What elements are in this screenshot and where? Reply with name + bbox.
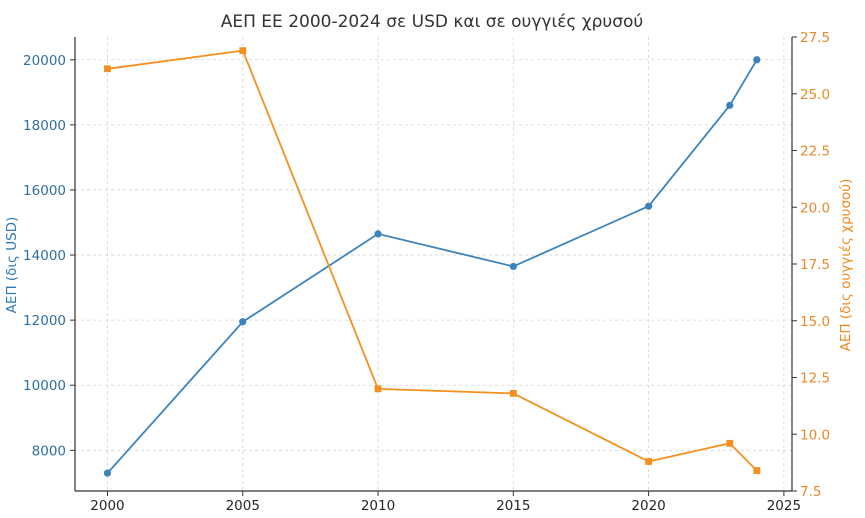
x-tick-label: 2005 bbox=[226, 498, 260, 514]
y-left-tick-label: 16000 bbox=[23, 183, 66, 199]
x-tick-label: 2020 bbox=[631, 498, 665, 514]
data-point-gold bbox=[753, 467, 761, 474]
y-left-tick-label: 20000 bbox=[23, 53, 66, 69]
y-right-tick-label: 17.5 bbox=[800, 257, 830, 273]
y-left-tick-label: 18000 bbox=[23, 118, 66, 134]
series-lines bbox=[103, 47, 761, 477]
axes bbox=[70, 36, 797, 496]
data-point-gold bbox=[509, 389, 517, 397]
tick-labels: 2000 2005 2010 2015 2020 2025 8000 10000 12000 14… bbox=[23, 30, 830, 514]
y-right-tick-label: 20.0 bbox=[800, 200, 830, 216]
chart-title: ΑΕΠ ΕΕ 2000-2024 σε USD και σε ουγγιές χ… bbox=[221, 12, 644, 32]
y-left-tick-label: 8000 bbox=[32, 443, 66, 459]
x-tick-label: 2010 bbox=[361, 498, 395, 514]
y-right-tick-label: 12.5 bbox=[800, 371, 830, 387]
data-point-usd bbox=[753, 56, 761, 64]
y-left-tick-label: 14000 bbox=[23, 248, 66, 264]
x-tick-label: 2000 bbox=[90, 498, 124, 514]
y-axis-right-label: ΑΕΠ (δις ουγγιές χρυσού) bbox=[838, 179, 854, 352]
y-right-tick-label: 25.0 bbox=[800, 87, 830, 103]
data-point-gold bbox=[645, 458, 652, 465]
grid-lines bbox=[75, 37, 792, 491]
y-left-tick-label: 10000 bbox=[23, 378, 66, 394]
y-right-tick-label: 22.5 bbox=[800, 144, 830, 160]
data-point-usd bbox=[509, 262, 517, 271]
data-point-gold bbox=[726, 439, 734, 447]
y-left-tick-label: 12000 bbox=[23, 313, 66, 329]
y-right-tick-label: 10.0 bbox=[800, 427, 830, 443]
y-axis-left-label: ΑΕΠ (δις USD) bbox=[4, 217, 20, 314]
series-line-gold bbox=[107, 49, 758, 472]
data-point-usd bbox=[374, 230, 382, 238]
data-point-usd bbox=[103, 469, 112, 477]
data-point-gold bbox=[239, 47, 247, 55]
x-tick-label: 2025 bbox=[767, 498, 801, 514]
y-right-tick-label: 7.5 bbox=[800, 484, 821, 500]
data-point-gold bbox=[104, 65, 111, 73]
y-right-tick-label: 15.0 bbox=[800, 314, 830, 330]
data-point-usd bbox=[645, 202, 653, 210]
data-point-usd bbox=[726, 101, 734, 109]
data-point-gold bbox=[374, 385, 382, 393]
x-tick-label: 2015 bbox=[496, 498, 530, 514]
series-line-usd bbox=[106, 59, 758, 474]
y-right-tick-label: 27.5 bbox=[800, 30, 830, 46]
data-point-usd bbox=[239, 318, 247, 326]
